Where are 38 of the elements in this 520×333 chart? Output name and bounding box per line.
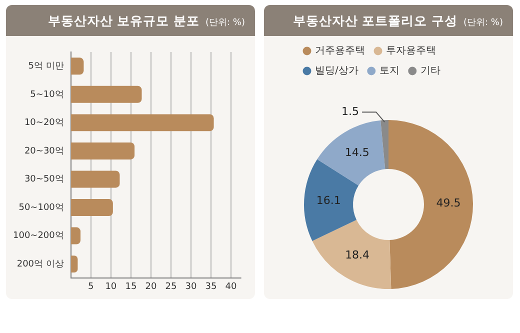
x-tick-label: 25	[165, 282, 177, 292]
y-tick-label: 20~30억	[24, 146, 64, 156]
data-label: 14.5	[344, 146, 370, 160]
x-tick-label: 30	[185, 282, 197, 292]
bar	[70, 58, 84, 75]
bar	[70, 227, 81, 244]
chart-title: 부동산자산 보유규모 분포	[48, 13, 200, 28]
y-tick-label: 10~20억	[24, 118, 64, 128]
bar	[70, 199, 113, 216]
y-tick-label: 5~10억	[30, 90, 64, 100]
chart-subtitle: (단위: %)	[206, 18, 245, 28]
bar	[70, 142, 135, 160]
chart-subtitle: (단위: %)	[464, 18, 503, 28]
y-tick-label: 5억 미만	[28, 61, 64, 72]
legend-label: 토지	[379, 66, 400, 77]
data-label: 18.4	[345, 248, 370, 262]
x-tick-label: 40	[225, 282, 237, 292]
bar	[70, 114, 214, 132]
legend-label: 기타	[420, 66, 440, 77]
x-tick-label: 15	[125, 282, 137, 292]
bar	[70, 86, 142, 103]
data-label: 1.5	[342, 104, 360, 118]
y-tick-label: 200억 이상	[16, 259, 64, 270]
x-tick-label: 10	[105, 282, 117, 292]
legend-label: 거주용주택	[315, 46, 365, 57]
data-label: 16.1	[316, 194, 341, 207]
y-tick-label: 100~200억	[12, 231, 64, 242]
x-tick-label: 5	[88, 282, 94, 292]
x-tick-label: 35	[205, 282, 217, 292]
x-tick-label: 20	[145, 282, 157, 292]
legend-label: 투자용주택	[386, 46, 436, 57]
bar	[70, 256, 78, 273]
y-tick-label: 50~100억	[18, 202, 64, 213]
bar	[70, 170, 120, 188]
data-label: 49.5	[436, 196, 461, 210]
legend-label: 빌딩/상가	[315, 66, 358, 77]
y-tick-label: 30~50억	[24, 174, 64, 185]
chart-title: 부동산자산 포트폴리오 구성	[292, 13, 458, 28]
